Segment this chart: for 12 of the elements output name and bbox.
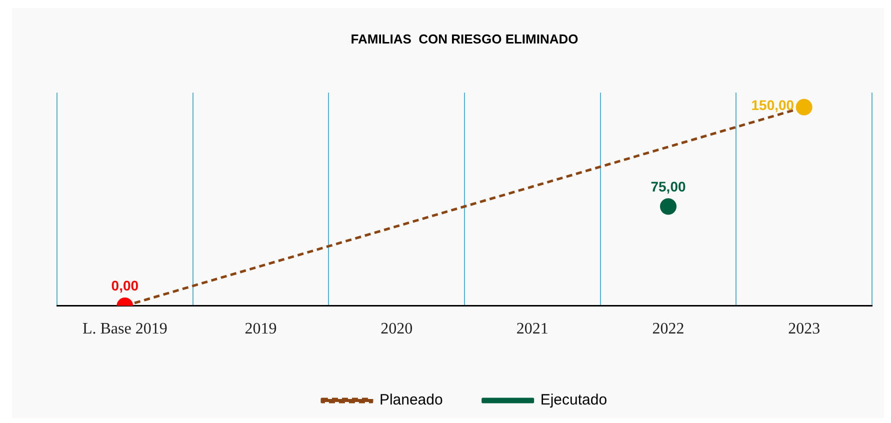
data-label: 150,00 (751, 97, 794, 114)
legend-label: Planeado (379, 392, 443, 409)
x-tick-label: 2019 (244, 320, 277, 338)
legend-label: Ejecutado (540, 392, 608, 409)
x-tick-label: 2021 (516, 320, 548, 338)
data-label: 0,00 (111, 278, 139, 294)
x-tick-label: 2020 (380, 320, 413, 338)
data-label: 75,00 (650, 178, 686, 194)
x-tick-label: 2023 (788, 320, 820, 338)
x-tick-label: 2022 (652, 320, 684, 338)
chart-title: FAMILIAS CON RIESGO ELIMINADO (350, 31, 578, 46)
x-tick-label: L. Base 2019 (82, 320, 168, 338)
